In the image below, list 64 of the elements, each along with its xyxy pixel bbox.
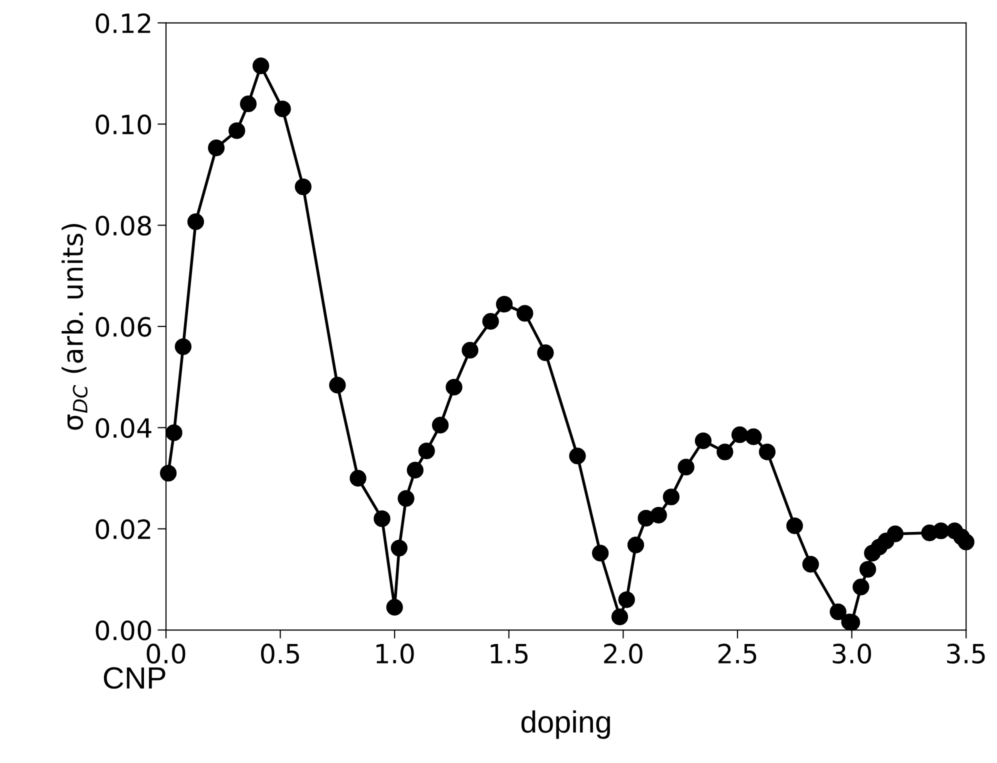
point bbox=[886, 526, 904, 542]
point bbox=[859, 560, 876, 578]
point bbox=[662, 488, 680, 506]
y-tick-label: 0.02 bbox=[96, 519, 150, 540]
point bbox=[294, 178, 312, 196]
point bbox=[228, 122, 246, 139]
point bbox=[716, 444, 734, 460]
point bbox=[852, 578, 870, 596]
point bbox=[731, 426, 748, 444]
y-tick-label: 0.00 bbox=[96, 620, 152, 640]
point bbox=[252, 58, 270, 74]
point bbox=[537, 344, 554, 362]
point bbox=[446, 378, 462, 396]
text: CNP bbox=[104, 667, 166, 689]
point bbox=[462, 342, 478, 359]
x-tick-label: 1.0 bbox=[376, 644, 414, 664]
point bbox=[618, 591, 635, 608]
y-axis-title: σ$_{DC}$ (arb. units) bbox=[62, 224, 88, 430]
point bbox=[390, 540, 408, 556]
point bbox=[240, 96, 257, 112]
point bbox=[611, 608, 628, 626]
point bbox=[786, 517, 803, 534]
point bbox=[160, 464, 177, 482]
x-tick-label: 3.5 bbox=[947, 644, 985, 664]
x-tick-label: 2.5 bbox=[718, 644, 756, 664]
point bbox=[592, 544, 609, 562]
point bbox=[758, 444, 776, 460]
y-tick-label: 0.04 bbox=[96, 418, 152, 438]
point bbox=[208, 140, 225, 156]
y-tick-label: 0.10 bbox=[96, 114, 152, 134]
point bbox=[830, 603, 846, 620]
point bbox=[187, 213, 204, 230]
x-tick-label: 1.5 bbox=[490, 644, 528, 664]
point bbox=[516, 304, 534, 322]
point bbox=[418, 442, 435, 460]
point bbox=[386, 598, 403, 616]
point bbox=[432, 416, 449, 434]
point bbox=[350, 470, 366, 487]
y-tick-label: 0.06 bbox=[96, 316, 152, 337]
y-tick-label: 0.12 bbox=[96, 13, 150, 34]
point bbox=[678, 458, 694, 476]
point bbox=[398, 490, 414, 507]
x-tick-label: 0.5 bbox=[261, 644, 299, 664]
point bbox=[958, 534, 974, 550]
point bbox=[569, 448, 586, 464]
point bbox=[932, 522, 950, 540]
point bbox=[274, 100, 291, 118]
x-tick-label: 3.0 bbox=[832, 644, 872, 664]
point bbox=[174, 338, 192, 356]
point bbox=[406, 462, 424, 478]
point bbox=[496, 296, 513, 313]
point bbox=[802, 556, 819, 573]
point bbox=[482, 313, 499, 330]
point bbox=[627, 536, 644, 554]
x-tick-label: 0.0 bbox=[146, 644, 186, 664]
x-axis-title: doping bbox=[521, 710, 610, 739]
x-tick-label: 2.0 bbox=[604, 644, 642, 664]
point bbox=[374, 510, 390, 528]
point bbox=[329, 376, 346, 394]
point bbox=[694, 432, 712, 450]
point bbox=[650, 506, 667, 524]
y-tick-label: 0.08 bbox=[96, 216, 151, 236]
point bbox=[166, 424, 182, 442]
point bbox=[745, 428, 762, 446]
